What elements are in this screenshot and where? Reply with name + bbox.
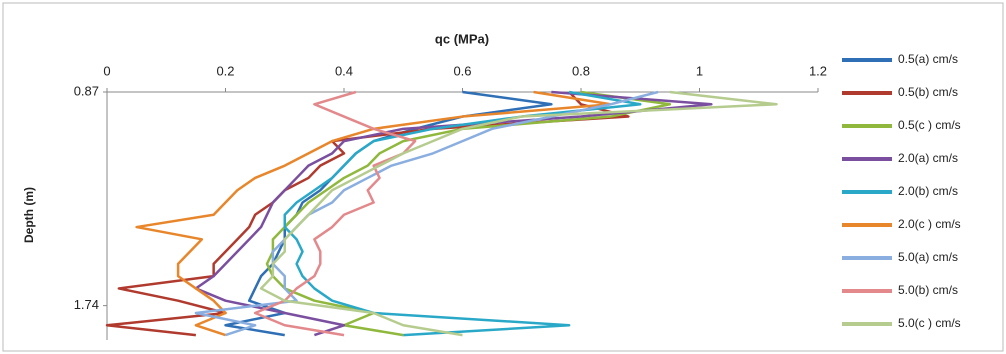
- legend-label: 0.5(b) cm/s: [898, 85, 958, 99]
- legend-label: 5.0(c ) cm/s: [898, 316, 961, 330]
- legend-label: 2.0(c ) cm/s: [898, 217, 961, 231]
- legend-label: 2.0(b) cm/s: [898, 184, 958, 198]
- y-axis-label: Depth (m): [22, 187, 36, 243]
- chart-title: qc (MPa): [435, 31, 489, 46]
- legend-label: 0.5(c ) cm/s: [898, 118, 961, 132]
- x-tick-label: 0.6: [453, 63, 471, 78]
- legend-label: 0.5(a) cm/s: [898, 52, 958, 66]
- series-line: [105, 91, 630, 337]
- series-line: [283, 90, 642, 337]
- x-tick-label: 0.8: [572, 63, 590, 78]
- y-tick-label: 0.87: [74, 83, 99, 98]
- legend-label: 5.0(a) cm/s: [898, 250, 958, 264]
- series-line: [259, 90, 778, 337]
- x-tick-label: 0.2: [216, 63, 234, 78]
- legend-label: 2.0(a) cm/s: [898, 151, 958, 165]
- x-tick-label: 0: [103, 63, 110, 78]
- legend-label: 5.0(b) cm/s: [898, 283, 958, 297]
- y-tick-label: 1.74: [74, 297, 99, 312]
- x-tick-label: 1.2: [809, 63, 827, 78]
- x-tick-label: 1: [696, 63, 703, 78]
- series-line: [135, 90, 612, 337]
- series-line: [265, 90, 672, 337]
- x-tick-label: 0.4: [335, 63, 353, 78]
- series-line: [253, 90, 417, 337]
